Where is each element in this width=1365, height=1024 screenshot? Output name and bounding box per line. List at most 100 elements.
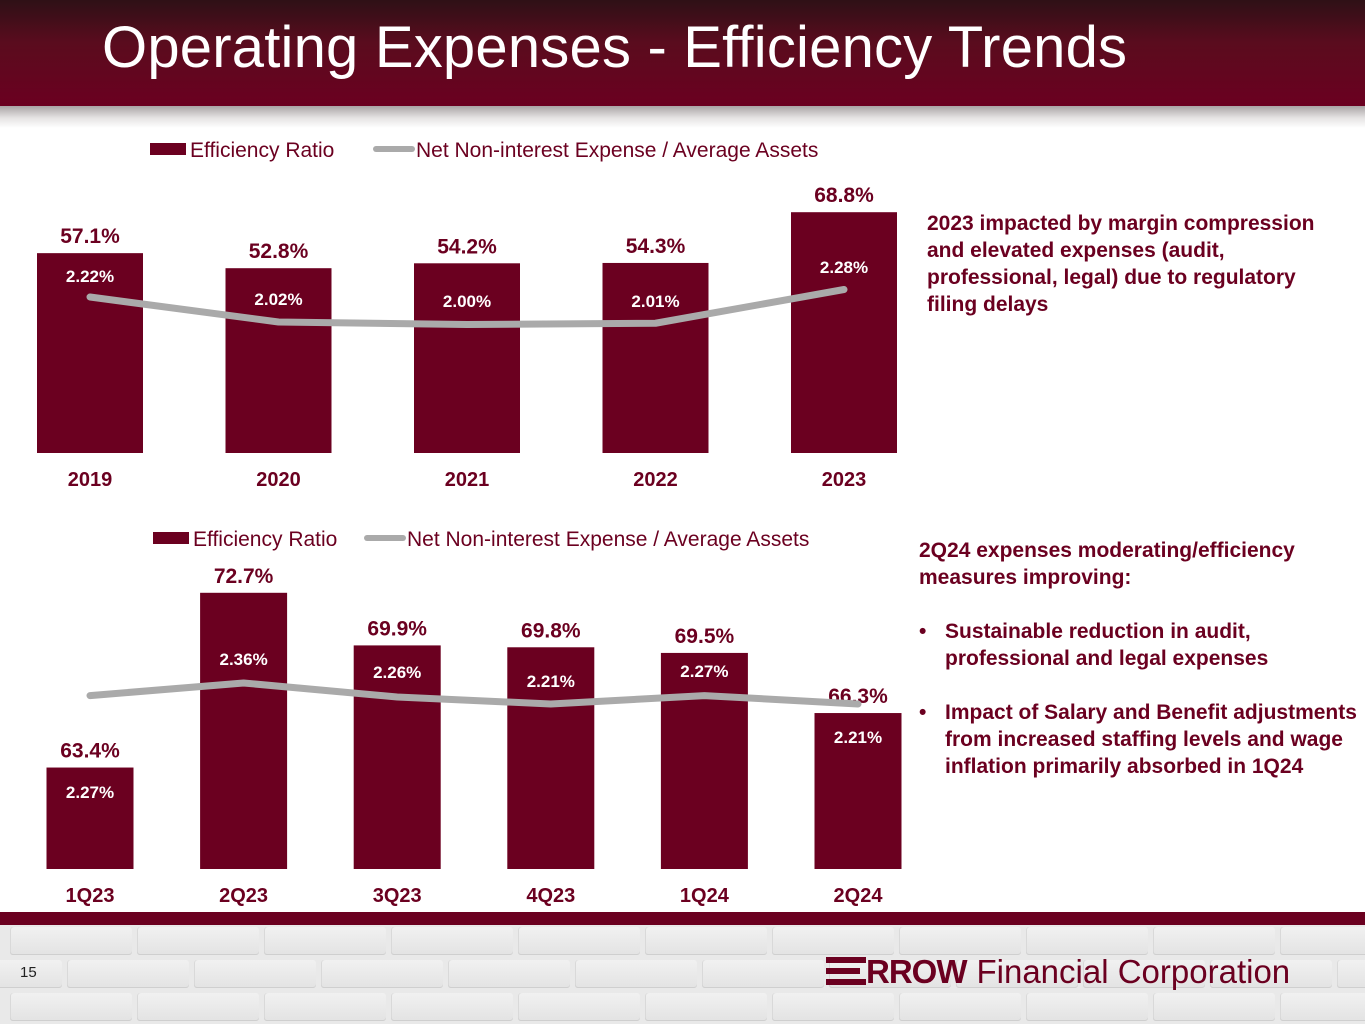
legend-label-efficiency-ratio: Efficiency Ratio [193, 528, 337, 551]
brick [1280, 927, 1365, 955]
brick [67, 960, 189, 988]
bar-value-label: 69.8% [521, 619, 581, 642]
brick [645, 993, 767, 1021]
brick [1026, 993, 1148, 1021]
brick [137, 993, 259, 1021]
brick [1210, 960, 1332, 988]
line-net-nonint-expense [86, 679, 862, 708]
logo-wordmark: RROW [866, 953, 967, 990]
company-logo: RROW Financial Corporation [826, 952, 1290, 992]
bullet-text: Sustainable reduction in audit, professi… [945, 620, 1269, 670]
quarterly-bullet-list: • Sustainable reduction in audit, profess… [919, 618, 1359, 780]
legend-label-net-nonint-expense: Net Non-interest Expense / Average Asset… [416, 139, 818, 162]
brick [10, 993, 132, 1021]
line-value-label: 2.22% [66, 267, 114, 286]
brick [1153, 993, 1275, 1021]
brick [518, 993, 640, 1021]
page-title: Operating Expenses - Efficiency Trends [102, 15, 1128, 80]
line-value-label: 2.28% [820, 258, 868, 277]
brick [448, 960, 570, 988]
bar-value-label: 54.3% [626, 235, 686, 258]
line-value-label: 2.27% [66, 783, 114, 802]
brick [137, 927, 259, 955]
bar-value-label: 69.9% [367, 617, 427, 640]
quarterly-chart-svg: Efficiency Ratio Net Non-interest Expense… [46, 528, 902, 907]
footer-brick-background [0, 925, 1365, 1024]
line-value-label: 2.36% [219, 650, 267, 669]
category-tick-label: 2Q24 [834, 885, 884, 907]
bar-value-label: 52.8% [249, 240, 309, 263]
line-value-label: 2.21% [834, 728, 882, 747]
logo-company-name: Financial Corporation [976, 953, 1291, 990]
bullet-item: • Impact of Salary and Benefit adjustment… [919, 699, 1359, 780]
bar-value-label: 63.4% [60, 740, 120, 763]
category-tick-label: 4Q23 [526, 885, 575, 907]
line-value-label: 2.00% [443, 292, 491, 311]
brick [0, 960, 62, 988]
brick [899, 993, 1021, 1021]
bar-value-label: 68.8% [814, 184, 874, 207]
brick [899, 927, 1021, 955]
bar-value-label: 72.7% [214, 565, 274, 588]
legend-label-net-nonint-expense: Net Non-interest Expense / Average Asset… [407, 528, 809, 551]
bar-efficiency-ratio [507, 647, 595, 869]
brick [1153, 927, 1275, 955]
brick [1083, 960, 1205, 988]
brick [10, 927, 132, 955]
quarterly-commentary-heading: 2Q24 expenses moderating/efficiency meas… [919, 539, 1295, 589]
brick [518, 927, 640, 955]
brick [264, 993, 386, 1021]
bar-value-label: 54.2% [437, 235, 497, 258]
brick [194, 960, 316, 988]
line-value-label: 2.02% [254, 290, 302, 309]
line-value-label: 2.27% [680, 662, 728, 681]
brick-row [0, 991, 1365, 1024]
quarterly-commentary: 2Q24 expenses moderating/efficiency meas… [919, 537, 1359, 807]
arrow-stripes-icon [826, 954, 866, 990]
brick-row [0, 925, 1365, 958]
chart-legend: Efficiency Ratio Net Non-interest Expense… [150, 139, 818, 162]
category-tick-label: 2021 [445, 469, 490, 491]
brick [702, 960, 824, 988]
category-tick-label: 2Q23 [219, 885, 268, 907]
bar-efficiency-ratio [200, 592, 288, 869]
bar-efficiency-ratio [602, 262, 709, 453]
category-tick-label: 2023 [822, 469, 867, 491]
annual-efficiency-chart: Efficiency Ratio Net Non-interest Expense… [0, 130, 920, 500]
brick [575, 960, 697, 988]
brick [772, 927, 894, 955]
category-tick-label: 1Q24 [680, 885, 730, 907]
bar-efficiency-ratio [414, 263, 520, 453]
annual-chart-svg: Efficiency Ratio Net Non-interest Expense… [37, 139, 897, 491]
category-tick-label: 2020 [256, 469, 301, 491]
brick [956, 960, 1078, 988]
bar-efficiency-ratio [353, 645, 441, 869]
chart-legend: Efficiency Ratio Net Non-interest Expense… [153, 528, 809, 551]
line-value-label: 2.01% [631, 292, 679, 311]
category-tick-label: 2019 [68, 469, 113, 491]
bar-efficiency-ratio [814, 713, 902, 869]
brick [1337, 960, 1365, 988]
brick [645, 927, 767, 955]
legend-swatch-bar [153, 532, 189, 544]
bar-efficiency-ratio [660, 652, 748, 869]
line-value-label: 2.26% [373, 663, 421, 682]
brick [772, 993, 894, 1021]
bullet-icon: • [919, 701, 927, 724]
bar-efficiency-ratio [46, 767, 134, 869]
brick [391, 993, 513, 1021]
bar-efficiency-ratio [225, 268, 332, 453]
category-tick-label: 2022 [633, 469, 678, 491]
category-tick-label: 1Q23 [66, 885, 115, 907]
category-tick-label: 3Q23 [373, 885, 422, 907]
footer-band [0, 912, 1365, 925]
annual-commentary: 2023 impacted by margin compression and … [927, 212, 1315, 316]
bar-value-label: 57.1% [60, 225, 120, 248]
header-shadow [0, 106, 1365, 128]
bar-efficiency-ratio [37, 253, 143, 453]
legend-label-efficiency-ratio: Efficiency Ratio [190, 139, 334, 162]
bar-efficiency-ratio [791, 212, 897, 453]
bullet-text: Impact of Salary and Benefit adjustments… [945, 701, 1357, 778]
brick [1280, 993, 1365, 1021]
page-number: 15 [20, 964, 37, 981]
